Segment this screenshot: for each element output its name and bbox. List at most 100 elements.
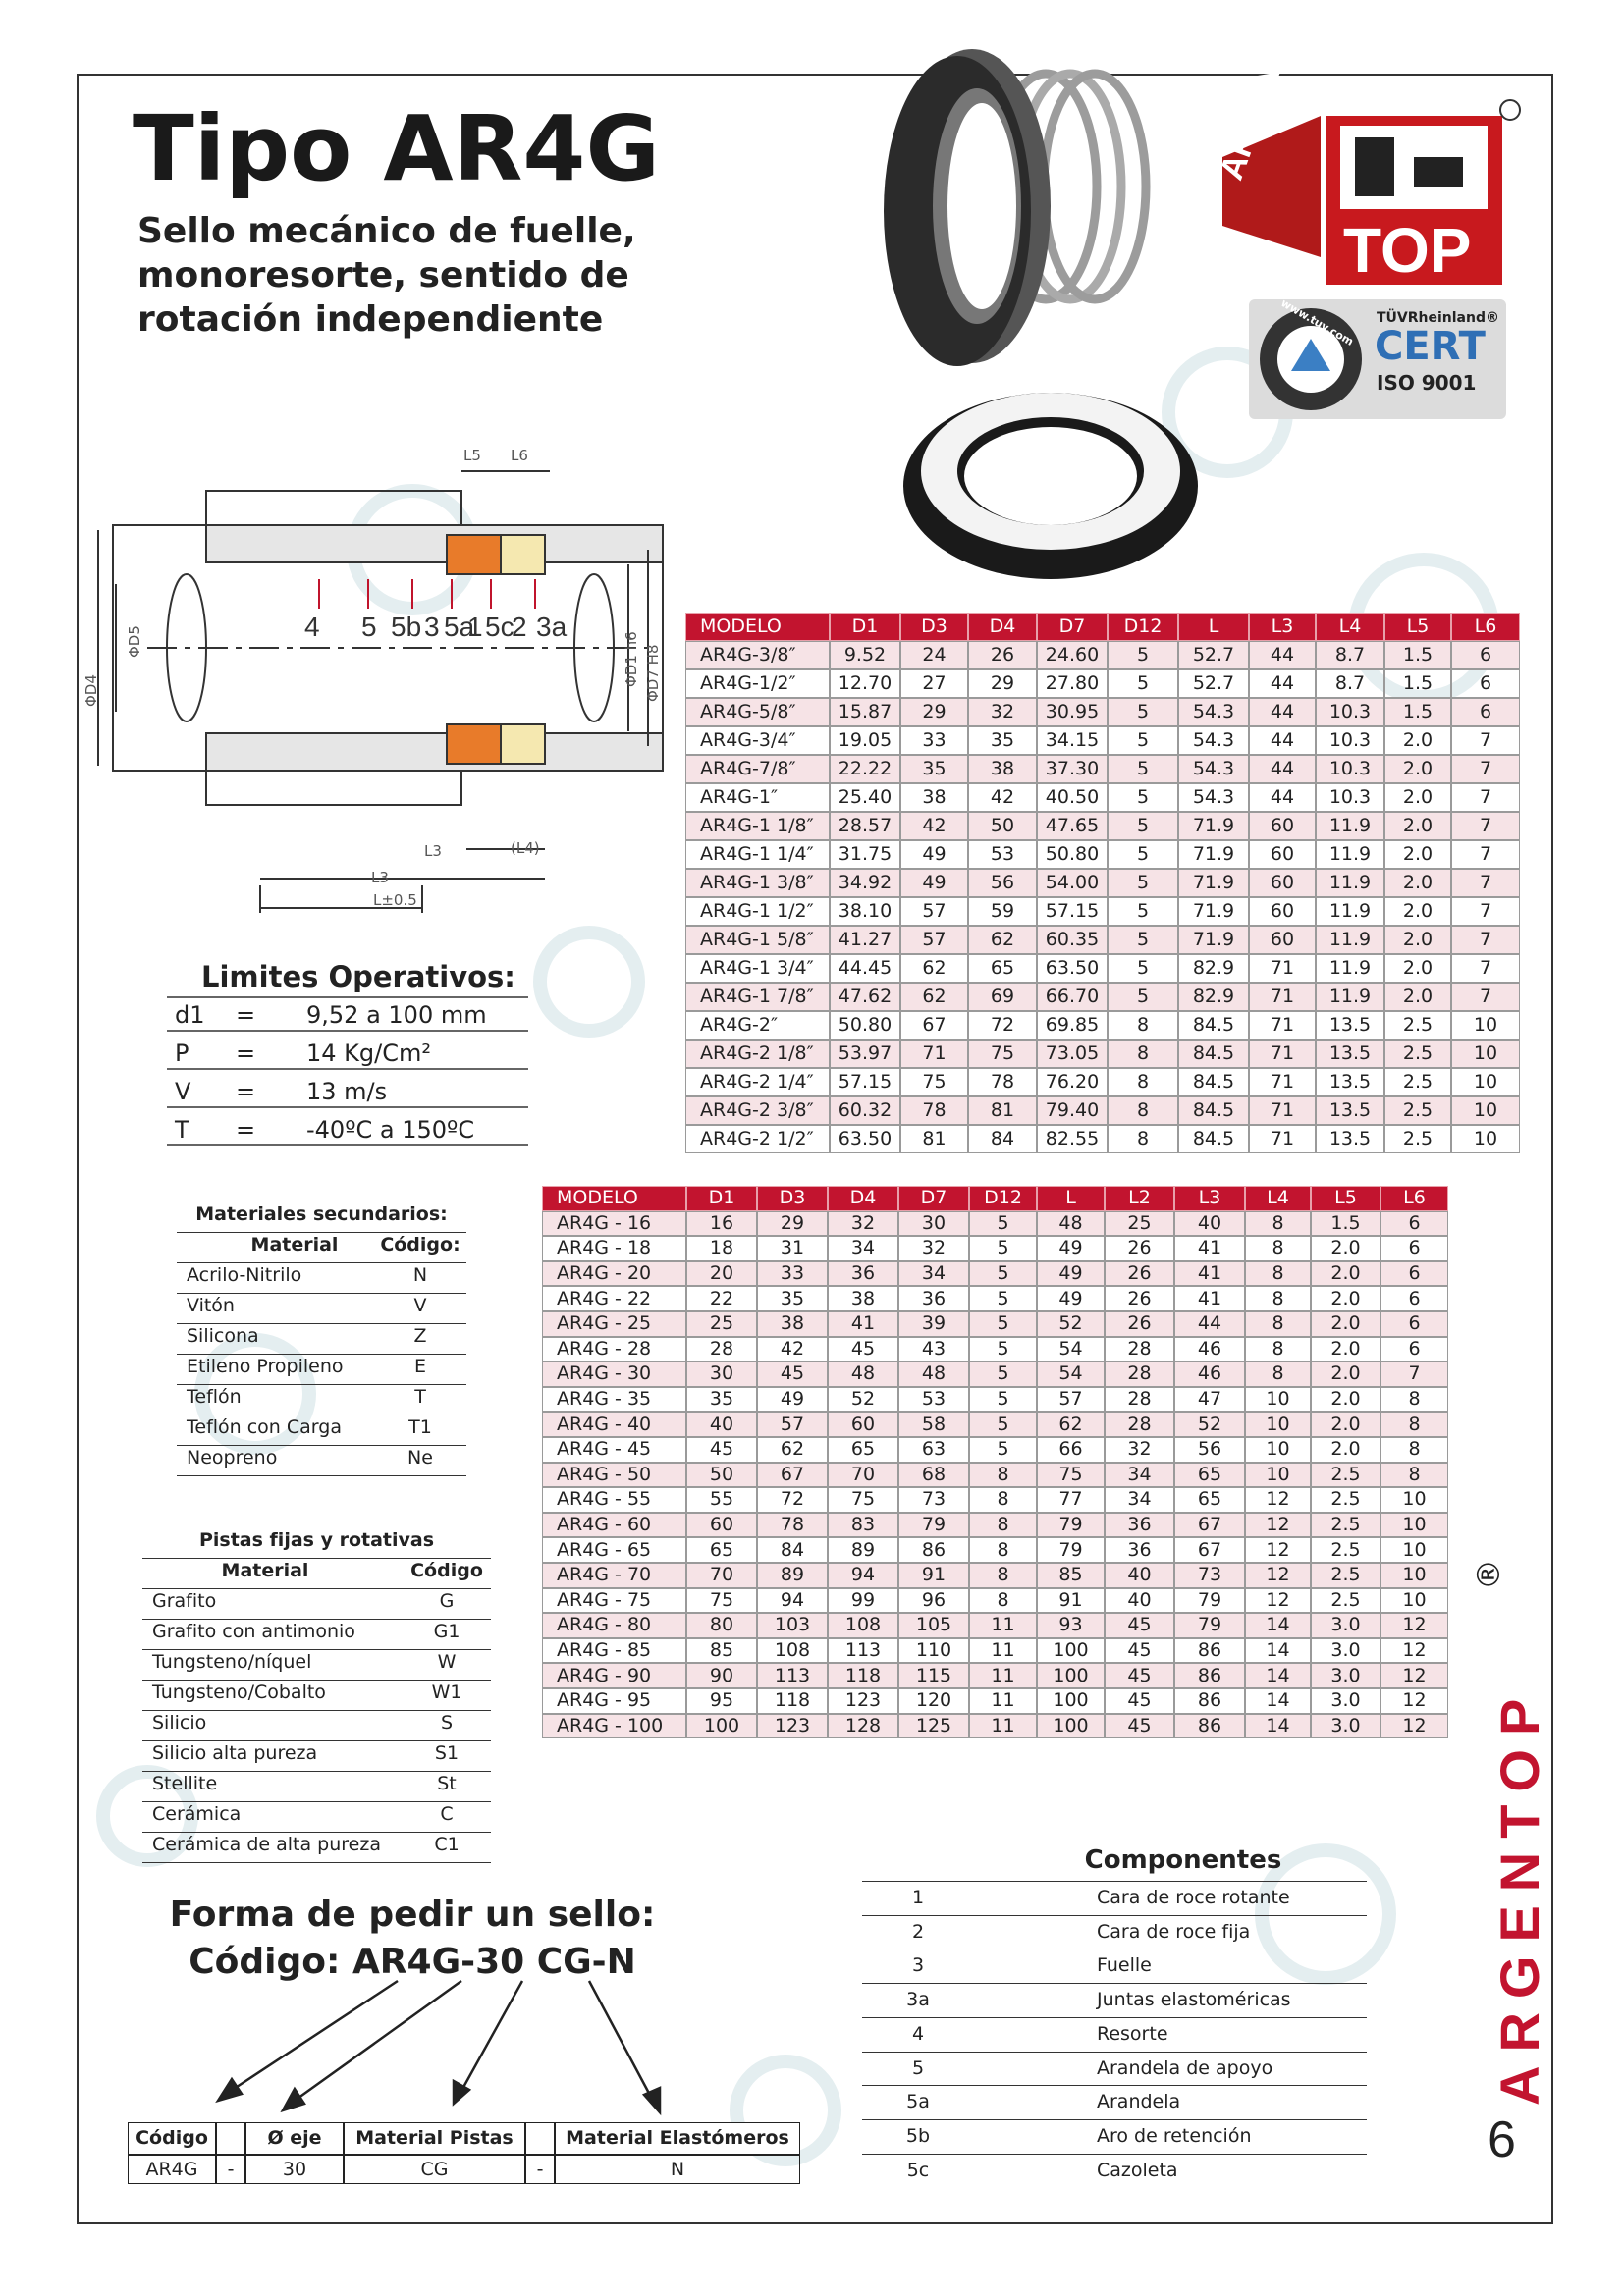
rule [862,2016,1367,2018]
table-cell: 118 [828,1663,898,1688]
list-cell: Teflón con Carga [187,1416,342,1438]
table-cell: 43 [898,1336,969,1362]
table-cell: 65 [1174,1462,1245,1488]
component-number: 1 [911,1887,925,1908]
table-cell: 11 [969,1688,1037,1714]
table-cell: 105 [898,1613,969,1638]
table-cell: 5 [1108,726,1178,755]
list-cell: G1 [433,1621,460,1642]
table-cell: 10.3 [1316,726,1384,755]
component-number: 5b [905,2124,931,2147]
rule [177,1384,466,1385]
table-cell: 45 [828,1336,898,1362]
table-cell: 11.9 [1316,840,1384,869]
table-cell: 49 [900,869,968,897]
limits-title: Limites Operativos: [201,960,515,993]
table-cell: 8.7 [1316,641,1384,669]
table-cell: 24.60 [1037,641,1108,669]
table-cell: 5 [1108,755,1178,783]
table-cell: 36 [828,1260,898,1287]
table-cell: 79 [1037,1537,1105,1563]
table-cell: AR4G - 90 [542,1663,686,1688]
table-cell: 52 [1174,1412,1245,1437]
table-cell: 14 [1245,1613,1311,1638]
table-cell: 57 [757,1412,828,1437]
table-cell: 113 [757,1663,828,1688]
table-cell: 49 [1037,1260,1105,1287]
table-cell: 41 [1174,1260,1245,1287]
list-cell: Acrilo-Nitrilo [187,1264,302,1286]
table-cell: 11.9 [1316,812,1384,840]
table-cell: 62 [968,926,1037,954]
rule [177,1262,466,1263]
table-cell: 57 [1037,1386,1105,1413]
table-cell: 57.15 [830,1068,900,1096]
table-cell: 10 [1451,1125,1520,1153]
table-cell: 36 [898,1286,969,1311]
table-cell: 14 [1245,1663,1311,1688]
table-cell: 52.7 [1178,641,1249,669]
table-cell: 5 [969,1286,1037,1311]
table-cell: 62 [900,983,968,1011]
table-cell: 49 [1037,1286,1105,1311]
table-cell: 29 [900,698,968,726]
table-cell: 69 [968,983,1037,1011]
table-cell: 57 [900,926,968,954]
table-cell: 49 [900,840,968,869]
table-cell: 2.0 [1384,954,1451,983]
order-header: Código [128,2122,216,2155]
table-cell: 52 [828,1386,898,1413]
list-header: Código: [380,1234,460,1255]
table-cell: 25 [686,1311,757,1337]
list-cell: Cerámica de alta pureza [152,1834,381,1855]
table-header-cell: L5 [1311,1186,1380,1211]
table-cell: 45 [1105,1713,1174,1739]
rule [142,1649,491,1650]
table-cell: 71 [1249,1125,1316,1153]
table-cell: 54.00 [1037,869,1108,897]
component-name: Resorte [1097,2022,1168,2045]
table-cell: AR4G - 30 [542,1362,686,1387]
list-title: Pistas fijas y rotativas [198,1529,435,1551]
table-header-cell: L [1037,1186,1105,1211]
list-cell: N [412,1264,428,1286]
table-cell: 28 [1105,1412,1174,1437]
table-cell: 6 [1380,1336,1448,1362]
table-cell: 10 [1380,1563,1448,1588]
rule [142,1740,491,1741]
table-cell: 8 [1108,1096,1178,1125]
table-cell: 8 [1245,1286,1311,1311]
list-cell: S [440,1712,454,1734]
table-cell: AR4G-1 1/4″ [685,840,830,869]
table-cell: 12 [1245,1487,1311,1513]
table-cell: 7 [1451,954,1520,983]
table-cell: 75 [968,1040,1037,1068]
order-header-blank [216,2122,245,2155]
table-cell: AR4G - 85 [542,1637,686,1664]
table-cell: 11 [969,1713,1037,1739]
table-cell: 44 [1249,698,1316,726]
table-cell: 6 [1451,669,1520,698]
table-cell: 26 [1105,1286,1174,1311]
table-cell: 45 [1105,1688,1174,1714]
table-cell: 2.5 [1384,1125,1451,1153]
limits-cell: -40ºC a 150ºC [306,1116,475,1144]
order-cell: 30 [245,2155,344,2184]
table-cell: 26 [1105,1311,1174,1337]
table-cell: 38 [900,783,968,812]
table-cell: 91 [1037,1587,1105,1614]
table-cell: 67 [757,1462,828,1488]
table-cell: AR4G - 18 [542,1236,686,1261]
table-cell: 47.65 [1037,812,1108,840]
table-cell: 79 [1037,1512,1105,1538]
table-cell: 2.0 [1311,1286,1380,1311]
table-cell: 38 [757,1311,828,1337]
table-cell: 1.5 [1384,641,1451,669]
table-header-cell: L3 [1249,613,1316,641]
table-cell: 26 [1105,1236,1174,1261]
order-header: Material Pistas [344,2122,525,2155]
table-cell: 8 [1108,1068,1178,1096]
table-cell: 45 [757,1362,828,1387]
table-cell: 100 [1037,1713,1105,1739]
table-cell: 91 [898,1563,969,1588]
